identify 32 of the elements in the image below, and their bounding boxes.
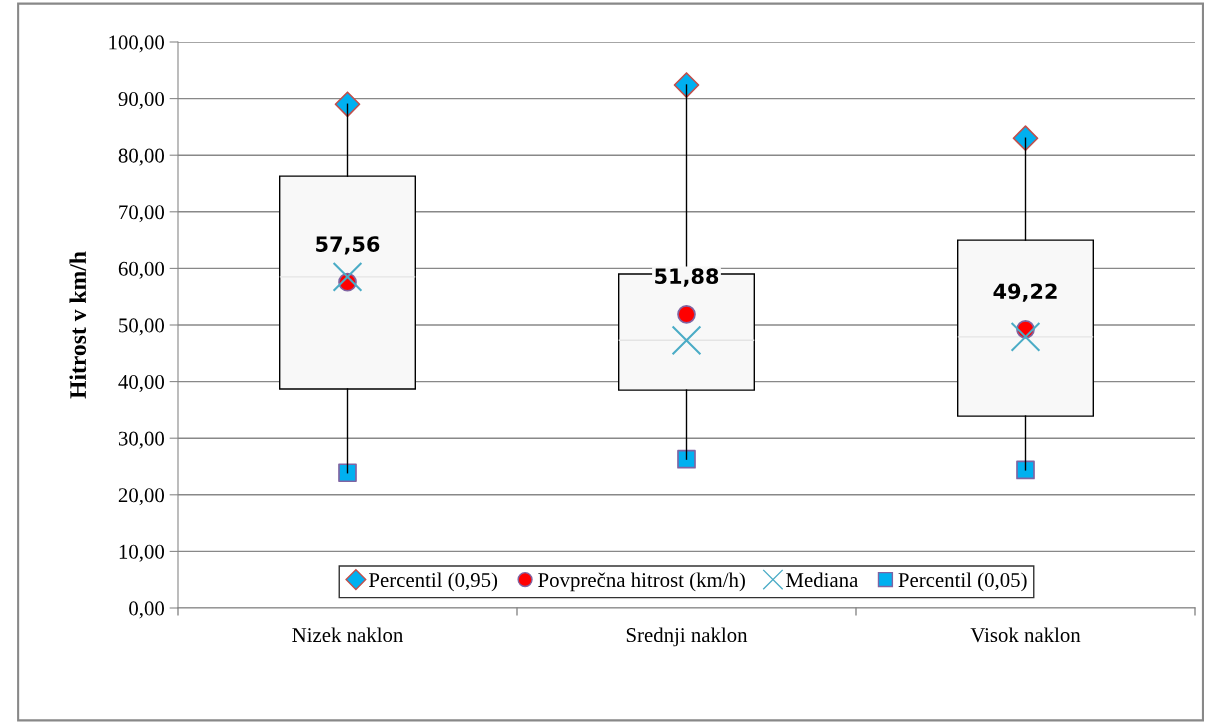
point [1010,321,1041,352]
y-tick-label: 80,00 [118,148,165,166]
legend-label: Povprečna hitrost (km/h) [538,572,745,592]
y-tick-label: 90,00 [118,91,165,110]
x-tick-label: Visok naklon [970,627,1081,643]
y-axis-title: Hitrost v km/h [69,251,87,399]
legend-label: Percentil (0,05) [898,572,1027,592]
data-label: 57,56 [316,236,380,255]
point [1012,125,1039,152]
x-tick-label: Nizek naklon [292,627,404,643]
point [1016,460,1035,480]
y-tick-label: 60,00 [118,261,165,279]
y-tick-label: 30,00 [118,431,165,449]
y-tick-label: 50,00 [119,318,165,336]
x-tick-label: Srednji naklon [626,627,748,647]
point [338,463,357,483]
point [677,449,696,469]
y-tick-label: 0,00 [129,601,165,619]
point [677,305,696,324]
legend-label: Mediana [786,572,859,588]
point [332,261,363,292]
point [673,72,700,98]
y-tick-label: 70,00 [119,205,165,223]
point [334,91,361,118]
y-tick-label: 100,00 [109,35,165,53]
y-tick-label: 40,00 [118,374,165,393]
data-label: 49,22 [993,283,1057,302]
point [671,325,702,356]
legend-label: Percentil (0,95) [369,572,498,592]
data-label: 51,88 [655,268,719,287]
y-tick-label: 10,00 [119,544,165,562]
y-tick-label: 20,00 [118,488,165,506]
